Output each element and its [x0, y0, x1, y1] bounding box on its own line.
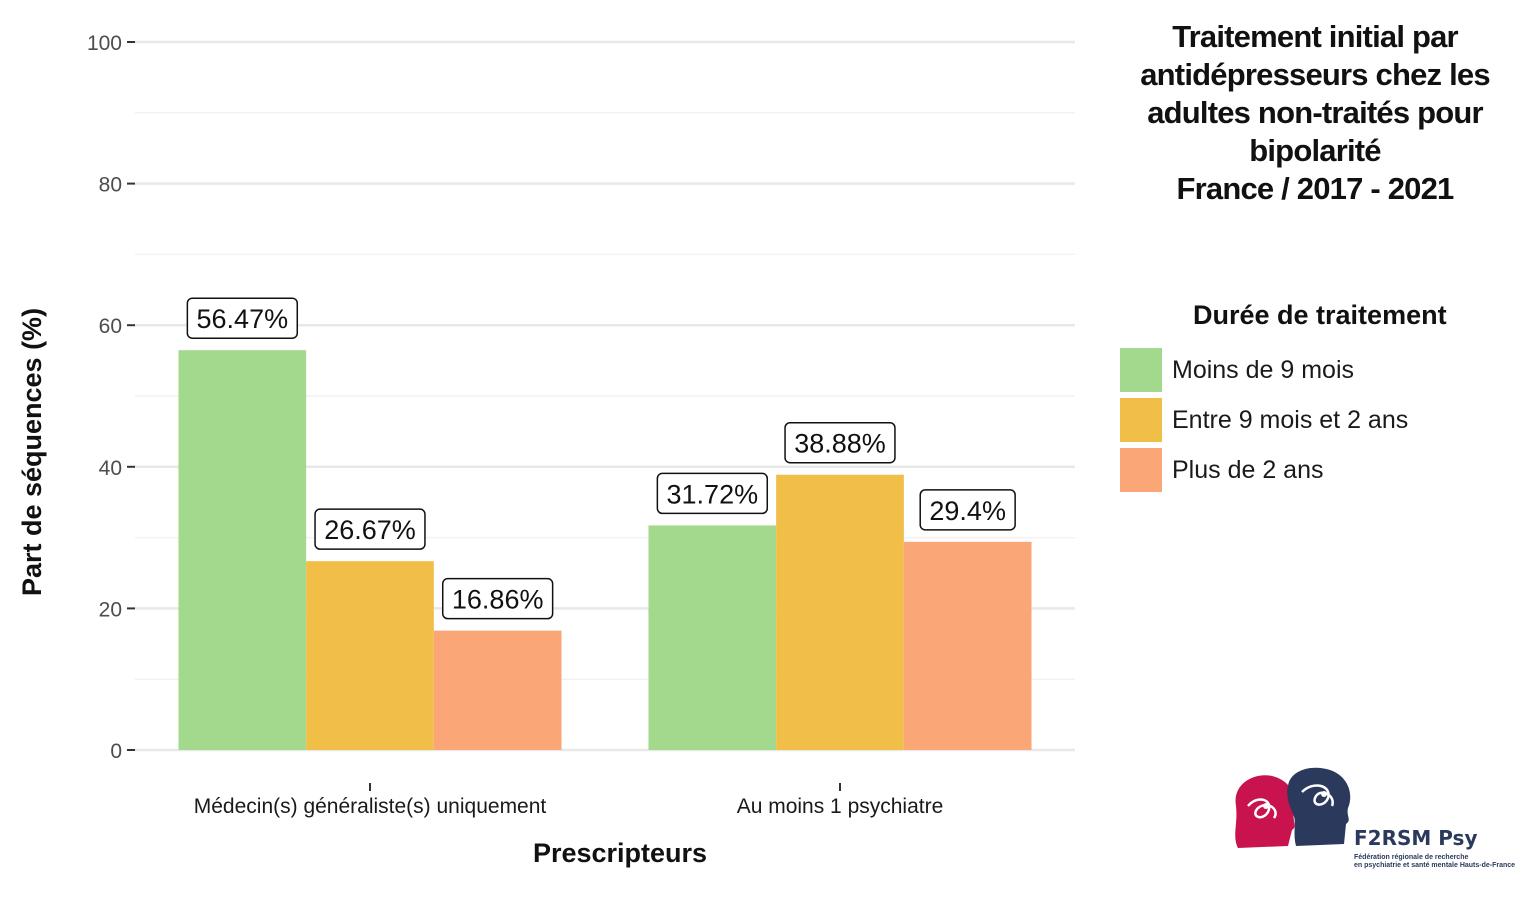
- y-tick-label: 100: [87, 32, 122, 55]
- chart-title: Traitement initial par antidépresseurs c…: [1105, 18, 1525, 208]
- legend-title: Durée de traitement: [1193, 300, 1447, 330]
- logo-subtitle-line: en psychiatrie et santé mentale Hauts-de…: [1354, 862, 1516, 869]
- bars: [178, 350, 1032, 750]
- logo-name: F2RSM Psy: [1354, 826, 1478, 850]
- x-axis-label: Prescripteurs: [533, 838, 707, 868]
- bar: [648, 525, 777, 750]
- data-label: 31.72%: [667, 479, 759, 509]
- data-label: 26.67%: [324, 515, 416, 545]
- title-line: bipolarité: [1249, 133, 1381, 168]
- legend: Durée de traitement Moins de 9 mois Entr…: [1120, 300, 1520, 495]
- title-line: France / 2017 - 2021: [1176, 171, 1455, 206]
- data-label: 29.4%: [929, 496, 1006, 526]
- data-label-box: [186, 297, 299, 339]
- data-label: 38.88%: [794, 429, 886, 459]
- f2rsm-logo: F2RSM Psy Fédération régionale de recher…: [1228, 766, 1515, 876]
- data-label-box: [441, 577, 554, 620]
- y-tick-label: 60: [99, 315, 122, 338]
- legend-swatch: [1120, 348, 1162, 392]
- bar: [776, 474, 904, 750]
- two-heads-logo-icon: [1235, 767, 1351, 848]
- data-label: 56.47%: [197, 304, 289, 334]
- bar: [178, 350, 307, 750]
- bar: [903, 541, 1032, 750]
- data-label-box: [784, 421, 896, 464]
- y-axis-label: Part de séquences (%): [17, 308, 47, 596]
- y-tick-label: 80: [99, 174, 122, 197]
- title-line: adultes non-traités pour: [1147, 95, 1483, 130]
- legend-item: Moins de 9 mois: [1120, 345, 1520, 395]
- data-label-box: [656, 472, 769, 515]
- legend-swatch: [1120, 448, 1162, 492]
- x-tick-label: Au moins 1 psychiatre: [737, 795, 944, 818]
- y-axis: 0 20 40 60 80 100: [87, 32, 135, 763]
- title-line: Traitement initial par: [1172, 19, 1458, 54]
- legend-swatch: [1120, 398, 1162, 442]
- bar: [306, 561, 434, 750]
- bar-chart: 0 20 40 60 80 100 Médecin(s) généraliste(s) u…: [17, 32, 1075, 868]
- legend-label: Moins de 9 mois: [1172, 355, 1355, 384]
- x-tick-label: Médecin(s) généraliste(s) uniquement: [194, 795, 547, 818]
- y-tick-label: 40: [99, 457, 122, 480]
- legend-item: Entre 9 mois et 2 ans: [1120, 395, 1520, 445]
- legend-label: Plus de 2 ans: [1172, 455, 1324, 484]
- logo-subtitle-line: Fédération régionale de recherche: [1354, 854, 1469, 861]
- legend-label: Entre 9 mois et 2 ans: [1172, 405, 1409, 434]
- data-label-box: [314, 508, 426, 550]
- data-label-box: [919, 489, 1016, 531]
- data-label: 16.86%: [452, 585, 544, 615]
- logo-subtitle: Fédération régionale de recherche en psy…: [1354, 854, 1515, 870]
- y-tick-label: 20: [99, 598, 122, 621]
- bar: [433, 630, 562, 750]
- data-labels: 56.47% 26.67% 16.86% 31.72% 38.88% 29.4%: [186, 297, 1016, 620]
- x-axis: Médecin(s) généraliste(s) uniquement Au m…: [194, 783, 944, 818]
- y-tick-label: 0: [110, 740, 122, 763]
- legend-item: Plus de 2 ans: [1120, 445, 1520, 495]
- title-line: antidépresseurs chez les: [1140, 57, 1490, 92]
